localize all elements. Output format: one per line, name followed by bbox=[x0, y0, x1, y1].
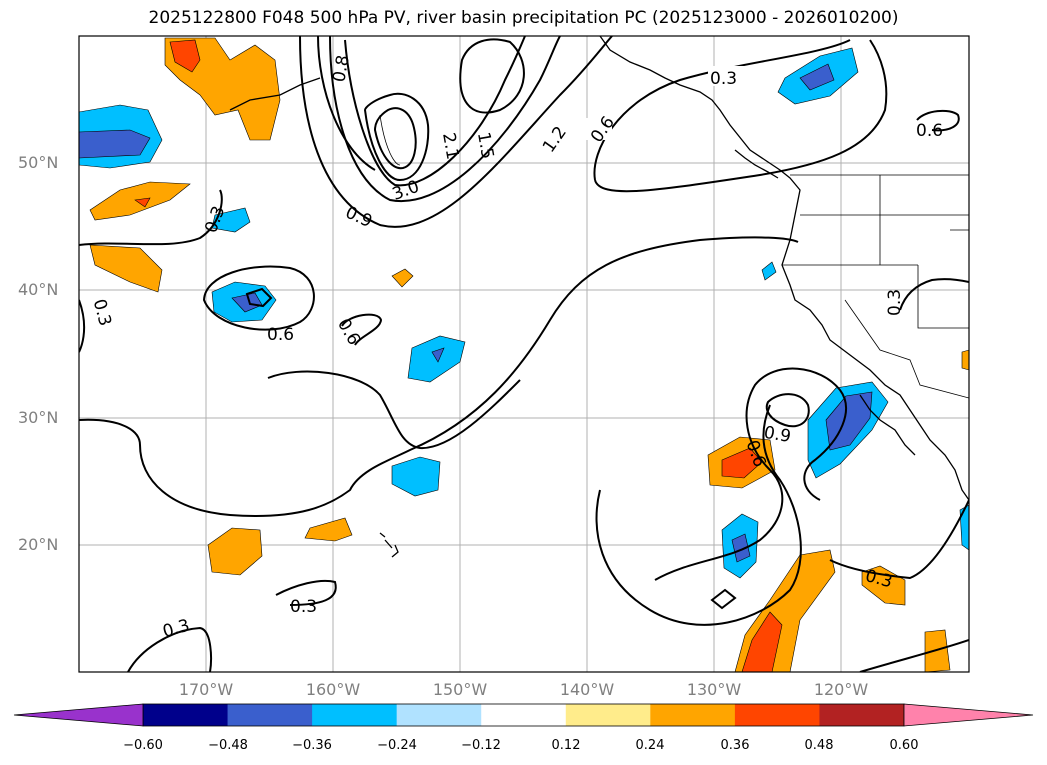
plot-frame bbox=[78, 35, 970, 673]
contour-label: 1.5 bbox=[473, 130, 497, 160]
map-title: 2025122800 F048 500 hPa PV, river basin … bbox=[148, 8, 899, 28]
contour-label: 0.9 bbox=[342, 203, 375, 233]
contour-label: 0.3 bbox=[89, 297, 115, 328]
colorbar-max-arrow bbox=[903, 703, 1034, 727]
colorbar-segment bbox=[227, 704, 313, 726]
colorbar-tick: −0.48 bbox=[208, 738, 248, 753]
lon-label-130w: 130°W bbox=[686, 680, 742, 699]
colorbar bbox=[13, 703, 1034, 727]
colorbar-segment bbox=[396, 704, 482, 726]
graticule bbox=[79, 36, 969, 672]
colorbar-tick: 0.36 bbox=[720, 738, 750, 753]
pv-contours bbox=[79, 36, 969, 672]
coastlines bbox=[229, 36, 969, 558]
lon-label-150w: 150°W bbox=[432, 680, 488, 699]
lat-label-30n: 30°N bbox=[18, 408, 59, 427]
colorbar-min-arrow bbox=[13, 703, 144, 727]
colorbar-tick: 0.60 bbox=[889, 738, 919, 753]
state-borders bbox=[782, 174, 969, 399]
contour-label: 0.6 bbox=[267, 325, 294, 345]
colorbar-segment bbox=[734, 704, 820, 726]
contour-label: 0.6 bbox=[333, 315, 364, 348]
colorbar-tick: −0.12 bbox=[461, 738, 501, 753]
colorbar-segment bbox=[819, 704, 905, 726]
contour-label: 0.3 bbox=[290, 597, 317, 617]
colorbar-tick: 0.24 bbox=[635, 738, 665, 753]
colorbar-segment bbox=[143, 704, 229, 726]
contour-label: 1.2 bbox=[539, 123, 571, 157]
colorbar-tick: 0.12 bbox=[551, 738, 581, 753]
lon-label-140w: 140°W bbox=[559, 680, 615, 699]
lon-label-160w: 160°W bbox=[305, 680, 361, 699]
contour-label: 0.6 bbox=[916, 121, 943, 141]
contour-label: 2.1 bbox=[438, 131, 462, 161]
lat-label-20n: 20°N bbox=[18, 535, 59, 554]
contour-label: 0.3 bbox=[710, 69, 737, 89]
colorbar-segment bbox=[565, 704, 651, 726]
colorbar-tick: 0.48 bbox=[804, 738, 834, 753]
colorbar-segment bbox=[312, 704, 398, 726]
contour-label: 0.6 bbox=[587, 113, 619, 147]
lat-label-50n: 50°N bbox=[18, 153, 59, 172]
contour-label: 0.9 bbox=[762, 423, 792, 447]
contour-label: 0.8 bbox=[329, 54, 353, 84]
contour-label: 0.3 bbox=[885, 289, 905, 316]
colorbar-tick: −0.36 bbox=[292, 738, 332, 753]
colorbar-tick: −0.24 bbox=[377, 738, 417, 753]
precip-shading bbox=[79, 37, 969, 672]
lat-label-40n: 40°N bbox=[18, 280, 59, 299]
colorbar-tick: −0.60 bbox=[123, 738, 163, 753]
colorbar-segment bbox=[481, 704, 567, 726]
lon-label-170w: 170°W bbox=[178, 680, 234, 699]
colorbar-segment bbox=[650, 704, 736, 726]
lon-label-120w: 120°W bbox=[813, 680, 869, 699]
contour-label: 0.3 bbox=[161, 616, 192, 642]
